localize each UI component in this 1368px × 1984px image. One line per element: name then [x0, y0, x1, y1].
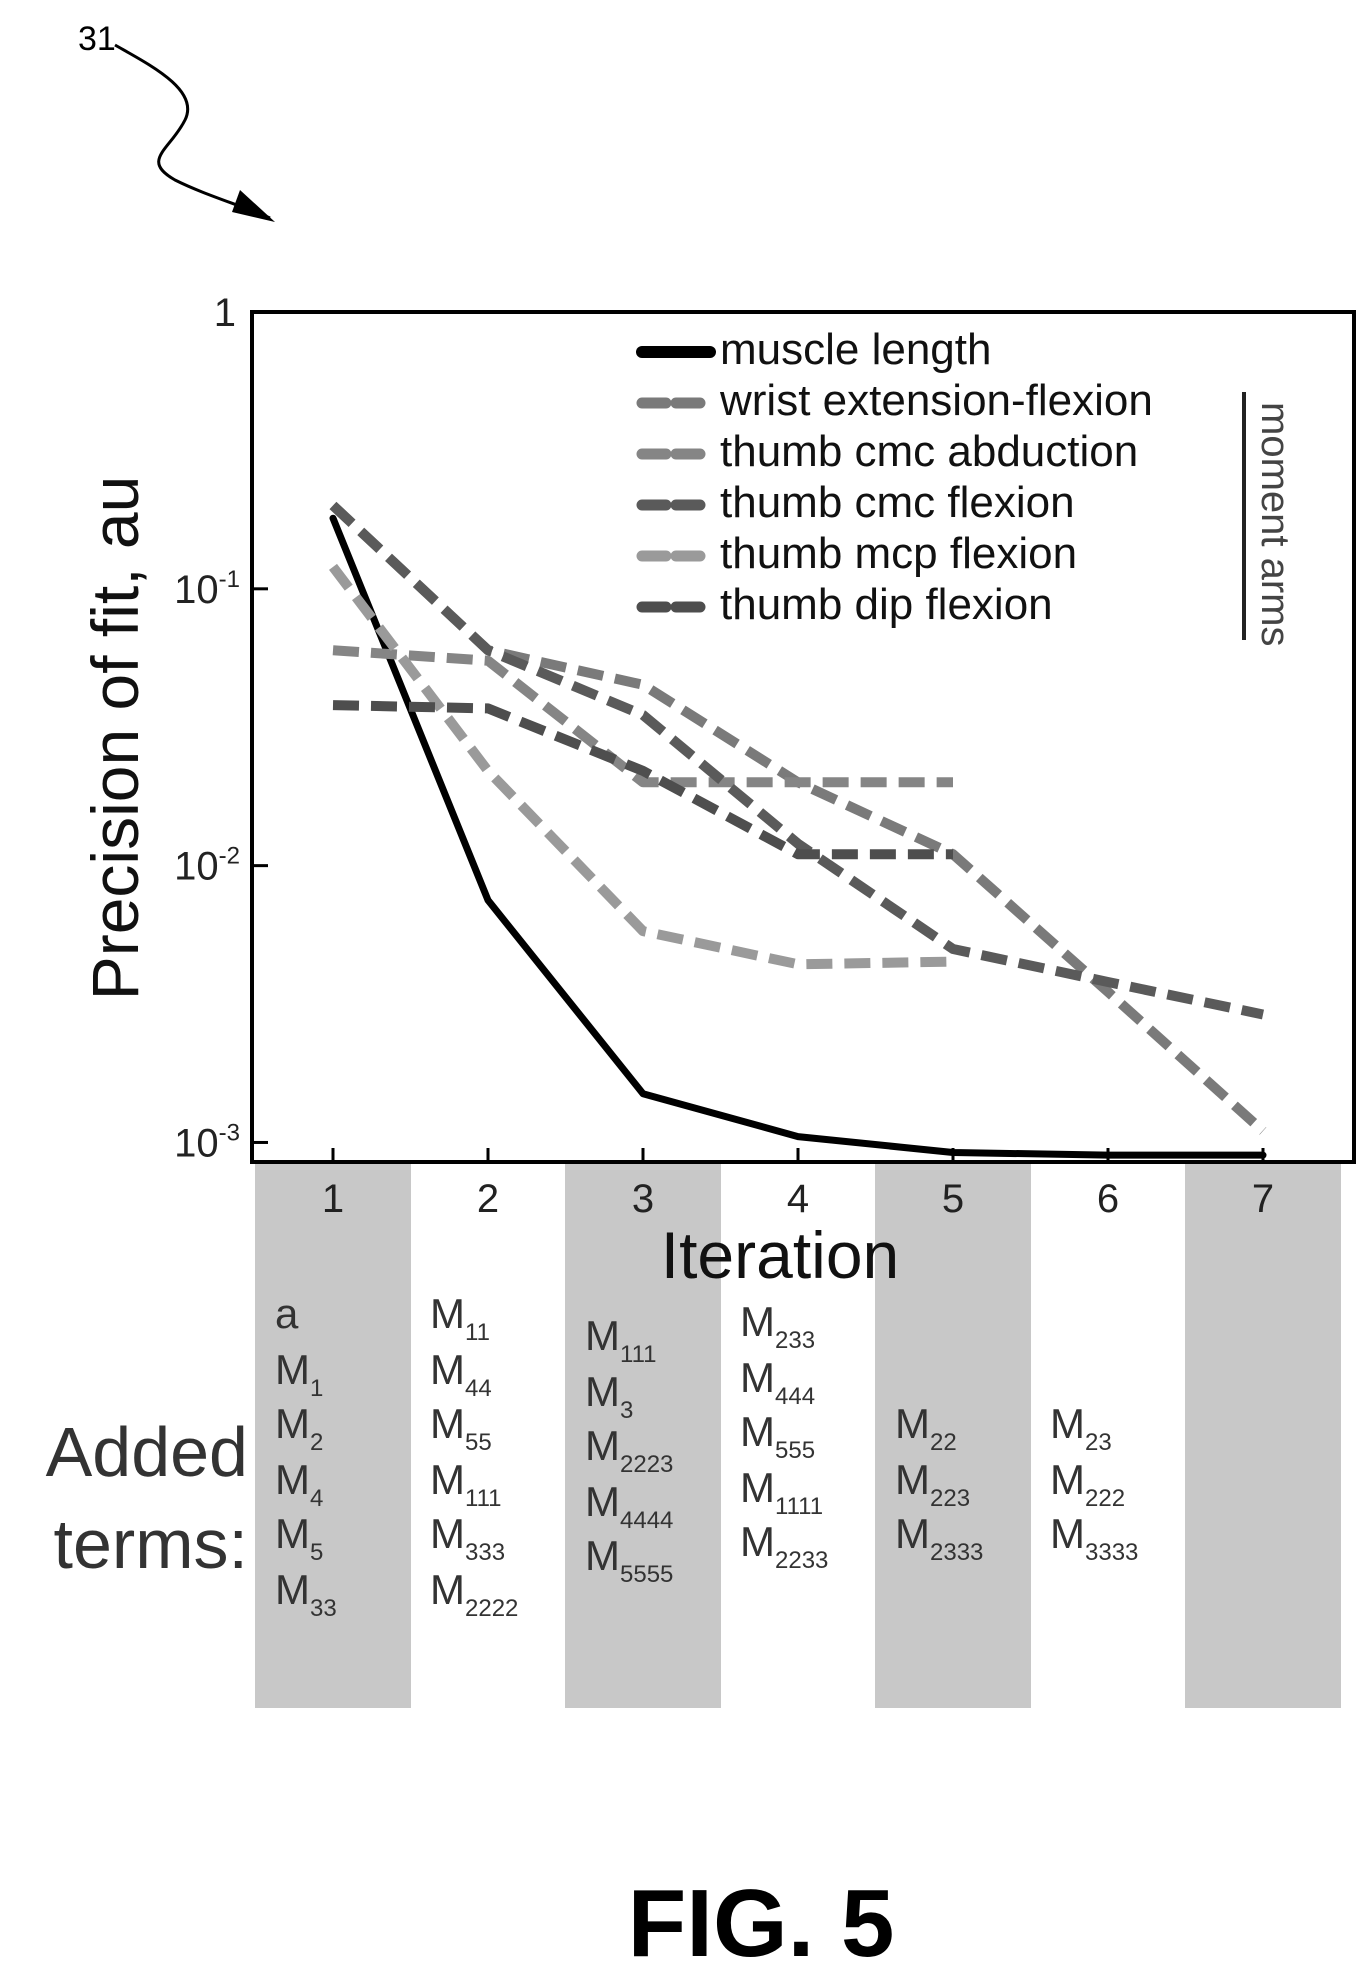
added-term: M2222: [430, 1566, 518, 1622]
added-term: M222: [1050, 1456, 1125, 1512]
iteration-band-1: [255, 1162, 411, 1708]
added-term: M4444: [585, 1478, 673, 1534]
added-term: M23: [1050, 1400, 1112, 1456]
iteration-band-5: [875, 1162, 1031, 1708]
series-line-thumb-mcp-flexion: [329, 563, 954, 970]
added-terms-label-line2: terms:: [54, 1505, 248, 1583]
leader-arrow: [114, 43, 271, 220]
y-tick-label: 10-3: [174, 1119, 240, 1165]
added-terms-label-line1: Added: [46, 1413, 248, 1491]
added-term: M44: [430, 1346, 492, 1402]
added-term: M2233: [740, 1518, 828, 1574]
iteration-band-3: [565, 1162, 721, 1708]
added-term: a: [275, 1290, 299, 1337]
x-tick-label: 1: [322, 1177, 344, 1221]
moment-arms-label: moment arms: [1253, 402, 1297, 647]
y-tick-label: 1: [214, 291, 236, 335]
iteration-band-7: [1185, 1162, 1341, 1708]
y-tick-label: 10-1: [174, 566, 240, 612]
reference-numeral: 31: [78, 20, 116, 58]
added-term: M1111: [740, 1464, 823, 1520]
added-term: M3333: [1050, 1510, 1138, 1566]
y-tick-label: 10-2: [174, 843, 240, 889]
added-term: M333: [430, 1510, 505, 1566]
series-line-thumb-dip-flexion: [332, 700, 953, 860]
x-axis-ticks: 1 2 3 4 5 6 7: [322, 1148, 1274, 1221]
iteration-bands: [255, 1162, 1341, 1708]
x-tick-label: 7: [1252, 1177, 1274, 1221]
added-term: M11: [430, 1290, 490, 1346]
x-tick-label: 2: [477, 1177, 499, 1221]
y-axis-label: Precision of fit, au: [78, 476, 152, 1001]
series-line-thumb-cmc-abduction: [332, 645, 953, 788]
added-term: M111: [430, 1456, 501, 1512]
legend-label: thumb mcp flexion: [720, 529, 1077, 578]
legend-label: wrist extension-flexion: [719, 376, 1153, 425]
legend-label: thumb cmc abduction: [720, 427, 1138, 476]
legend-label: thumb dip flexion: [720, 580, 1053, 629]
added-term: M233: [740, 1298, 815, 1354]
legend-label: muscle length: [720, 325, 991, 374]
x-tick-label: 4: [787, 1177, 809, 1221]
legend-label: thumb cmc flexion: [720, 478, 1075, 527]
series-layer: [329, 501, 1267, 1159]
leader-arrowhead: [232, 190, 275, 222]
figure-caption: FIG. 5: [628, 1870, 895, 1977]
added-term: M444: [740, 1354, 815, 1410]
x-tick-label: 3: [632, 1177, 654, 1221]
x-tick-label: 5: [942, 1177, 964, 1221]
added-term: M55: [430, 1400, 492, 1456]
series-line-thumb-cmc-flexion: [329, 501, 1265, 1020]
added-term: M555: [740, 1408, 815, 1464]
plot-frame: [250, 310, 1356, 1164]
x-tick-label: 6: [1097, 1177, 1119, 1221]
x-axis-label: Iteration: [661, 1218, 899, 1292]
